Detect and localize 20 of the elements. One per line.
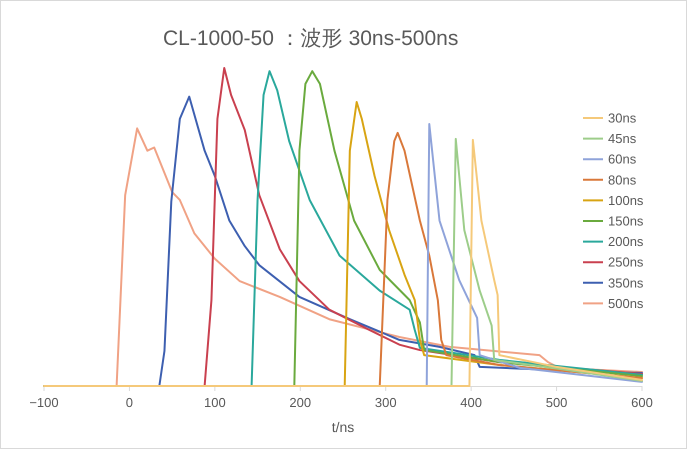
x-axis-title: t/ns — [332, 419, 354, 435]
legend-label: 45ns — [608, 131, 637, 146]
x-tick-label: 500 — [546, 395, 568, 410]
legend-label: 350ns — [608, 275, 644, 290]
x-tick-label: 600 — [631, 395, 653, 410]
x-tick-label: 400 — [460, 395, 482, 410]
x-tick-label: 0 — [126, 395, 134, 410]
legend-label: 80ns — [608, 172, 637, 188]
legend-label: 150ns — [608, 214, 644, 228]
x-tick-label: 100 — [204, 395, 226, 410]
chart-title: CL-1000-50 ：波形 30ns-500ns — [163, 27, 458, 50]
legend-label: 30ns — [608, 110, 637, 126]
legend-label: 100ns — [608, 192, 644, 208]
x-tick-label: −100 — [29, 395, 59, 410]
legend-label: 60ns — [608, 152, 637, 167]
legend-label: 500ns — [608, 296, 644, 311]
legend-label: 200ns — [608, 234, 644, 250]
legend-label: 250ns — [608, 254, 644, 270]
x-tick-label: 300 — [374, 395, 397, 410]
x-tick-label: 200 — [289, 395, 312, 410]
